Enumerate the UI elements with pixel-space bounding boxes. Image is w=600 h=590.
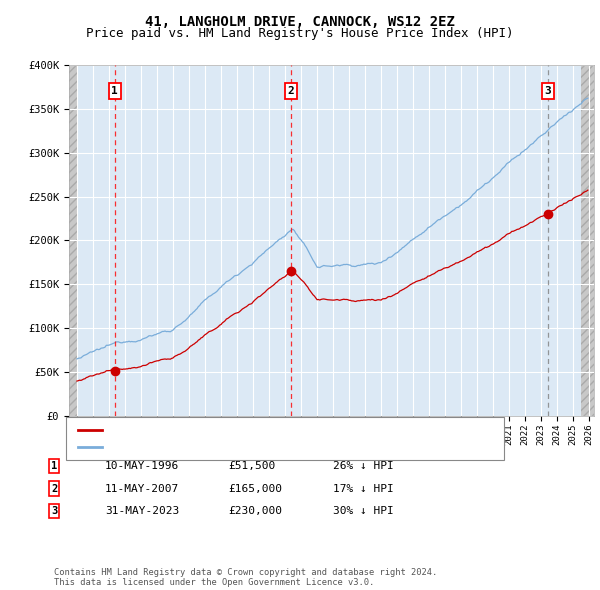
Text: 30% ↓ HPI: 30% ↓ HPI [333,506,394,516]
Text: £230,000: £230,000 [228,506,282,516]
Text: 17% ↓ HPI: 17% ↓ HPI [333,484,394,493]
Text: £51,500: £51,500 [228,461,275,471]
Text: 2: 2 [51,484,57,493]
Text: 11-MAY-2007: 11-MAY-2007 [105,484,179,493]
Bar [69,65,77,416]
Text: £165,000: £165,000 [228,484,282,493]
Text: HPI: Average price, detached house, Cannock Chase: HPI: Average price, detached house, Cann… [106,442,400,452]
Text: 1: 1 [112,86,118,96]
Text: Price paid vs. HM Land Registry's House Price Index (HPI): Price paid vs. HM Land Registry's House … [86,27,514,40]
Text: Contains HM Land Registry data © Crown copyright and database right 2024.
This d: Contains HM Land Registry data © Crown c… [54,568,437,587]
Text: 41, LANGHOLM DRIVE, CANNOCK, WS12 2EZ (detached house): 41, LANGHOLM DRIVE, CANNOCK, WS12 2EZ (d… [106,425,430,435]
Text: 3: 3 [51,506,57,516]
Text: 41, LANGHOLM DRIVE, CANNOCK, WS12 2EZ: 41, LANGHOLM DRIVE, CANNOCK, WS12 2EZ [145,15,455,29]
Text: 31-MAY-2023: 31-MAY-2023 [105,506,179,516]
Bar [581,65,594,416]
Text: 3: 3 [544,86,551,96]
Text: 1: 1 [51,461,57,471]
Text: 2: 2 [287,86,294,96]
Text: 26% ↓ HPI: 26% ↓ HPI [333,461,394,471]
Text: 10-MAY-1996: 10-MAY-1996 [105,461,179,471]
